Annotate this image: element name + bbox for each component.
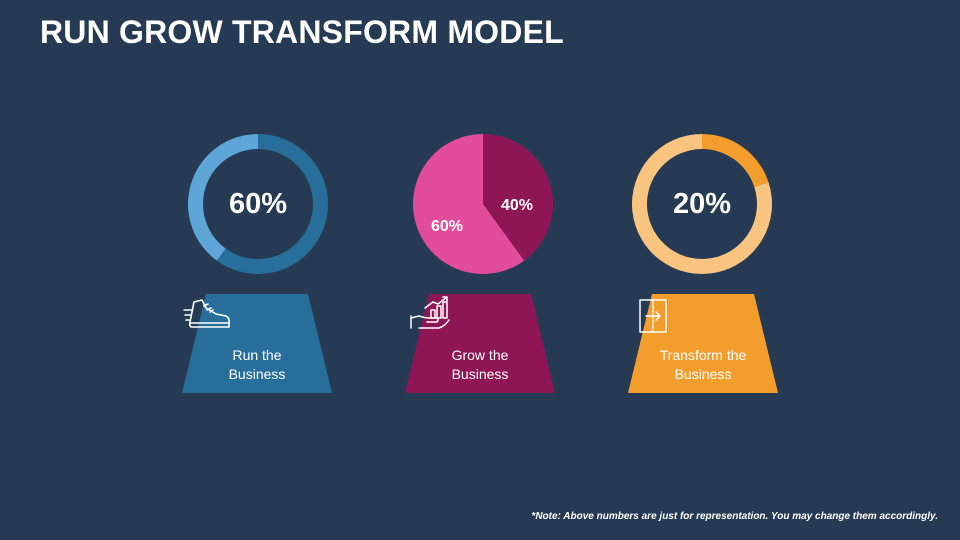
run-business-label: Run the Business — [228, 347, 286, 382]
grow-pie-label-40: 40% — [501, 197, 534, 214]
chart-1-slice-0 — [483, 134, 553, 261]
chart-1-slice-1 — [413, 134, 525, 274]
transform-box-arrow-icon — [639, 299, 667, 333]
chart-0-slice-0 — [216, 134, 328, 274]
running-shoe-icon — [183, 299, 230, 328]
grow-pie-label-60: 60% — [431, 218, 464, 235]
grow-business-card: Grow the Business — [405, 294, 555, 393]
transform-donut-chart: 20% — [630, 132, 774, 276]
growth-chart-hand-icon — [410, 296, 450, 329]
grow-card-shape — [405, 294, 555, 393]
footnote: *Note: Above numbers are just for repres… — [531, 511, 938, 522]
transform-business-card: Transform the Business — [628, 294, 778, 393]
run-donut-svg — [187, 134, 328, 274]
chart-0-slice-1 — [187, 134, 258, 261]
grow-pie-svg — [413, 134, 553, 274]
transform-donut-svg — [632, 134, 772, 274]
grow-pie-chart: 40% 60% — [411, 132, 555, 276]
chart-2-slice-0 — [702, 134, 769, 188]
page-title: RUN GROW TRANSFORM MODEL — [40, 14, 564, 50]
run-business-card: Run the Business — [182, 294, 332, 393]
transform-donut-center-label: 20% — [672, 187, 732, 220]
transform-business-label: Transform the Business — [659, 347, 747, 382]
grow-business-label: Grow the Business — [451, 347, 509, 382]
run-card-shape — [182, 294, 332, 393]
run-donut-center-label: 60% — [228, 187, 288, 220]
run-donut-chart: 60% — [186, 132, 330, 276]
